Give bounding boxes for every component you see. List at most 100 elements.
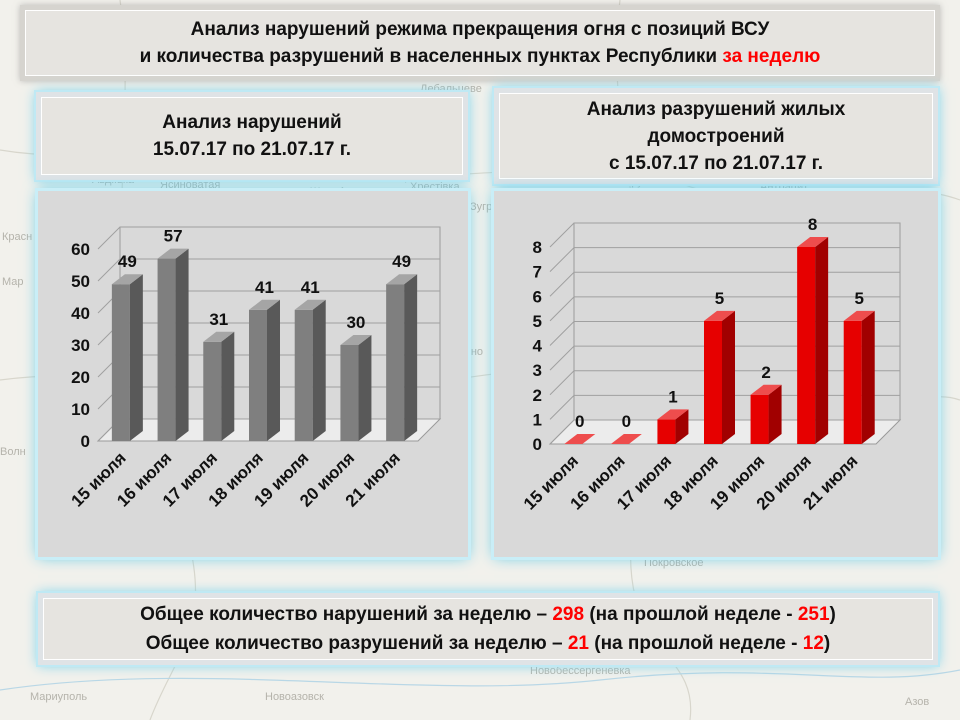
bar-side — [815, 237, 829, 444]
data-label: 30 — [346, 313, 365, 332]
gridline — [549, 370, 900, 396]
title-line-2: и количества разрушений в населенных пун… — [140, 43, 821, 70]
bar-top — [657, 409, 689, 420]
bar-top — [843, 310, 875, 321]
summary-destruction-text: Общее количество разрушений за неделю – — [145, 633, 568, 654]
bar — [797, 237, 829, 444]
data-label: 5 — [854, 289, 863, 308]
data-label: 31 — [209, 310, 228, 329]
bar-side — [129, 274, 143, 441]
bar-front — [157, 258, 176, 441]
y-tick-label: 5 — [533, 312, 542, 331]
bar-side — [861, 310, 875, 444]
bar-side — [722, 310, 735, 444]
bar-top — [750, 384, 782, 395]
bar — [657, 409, 689, 444]
summary-destruction-prev-text: (на прошлой неделе - — [588, 633, 803, 654]
y-tick-label: 7 — [533, 263, 542, 282]
bar — [157, 248, 189, 441]
data-label: 49 — [392, 252, 411, 271]
bar-side — [312, 299, 326, 441]
destruction-chart-panel: 0 1 2 3 4 5 6 7 8 0 15 июля 0 16 июля 1 17 июля 5 18 июл… — [494, 191, 938, 557]
map-label: Мар — [2, 276, 24, 288]
bar-top — [610, 434, 642, 444]
bar — [340, 335, 372, 441]
bar-front — [294, 309, 313, 441]
map-label: Азов — [905, 696, 929, 708]
bar-top — [340, 335, 372, 345]
map-label: Красн — [2, 231, 32, 243]
weekly-summary: Общее количество нарушений за неделю – 2… — [38, 593, 938, 665]
y-tick-label: 50 — [71, 272, 90, 291]
bar-front — [386, 284, 405, 441]
bar — [704, 310, 735, 444]
data-label: 2 — [761, 363, 770, 382]
bar-side — [675, 409, 689, 444]
gridline — [549, 394, 900, 420]
data-label: 5 — [715, 289, 724, 308]
bar-side — [358, 335, 372, 441]
map-label: Хрестівка — [410, 181, 460, 193]
bar-front — [843, 320, 862, 444]
bar — [750, 384, 782, 444]
bar — [249, 299, 280, 441]
data-label: 1 — [668, 387, 677, 406]
gridline — [549, 247, 900, 272]
summary-violations-close: ) — [829, 604, 836, 625]
bar-top — [249, 299, 280, 310]
page-title: Анализ нарушений режима прекращения огня… — [20, 5, 940, 81]
data-label: 0 — [622, 412, 631, 431]
bar-top — [386, 274, 418, 285]
gridline — [97, 258, 440, 282]
gridline — [549, 222, 900, 248]
map-label: Покровское — [644, 557, 703, 569]
bar — [610, 434, 642, 444]
y-tick-label: 0 — [533, 435, 542, 454]
bar — [386, 274, 418, 441]
bar-front — [249, 309, 267, 441]
bar-top — [111, 274, 143, 285]
bar-top — [797, 237, 829, 247]
data-label: 41 — [301, 278, 320, 297]
bar-top — [157, 248, 189, 259]
violations-chart-header: Анализ нарушений 15.07.17 по 21.07.17 г. — [36, 92, 468, 180]
map-label: Волн — [0, 446, 26, 458]
gridline — [549, 345, 900, 371]
bar-side — [768, 384, 782, 444]
bar-side — [267, 299, 280, 441]
bar-front — [750, 394, 769, 444]
bar-side — [221, 331, 235, 441]
map-label: Новоазовск — [265, 691, 324, 703]
map-label: Мариуполь — [30, 691, 87, 703]
y-tick-label: 6 — [533, 287, 542, 306]
y-tick-label: 1 — [533, 410, 542, 429]
bar-top — [564, 434, 596, 444]
map-label: Антрацит — [760, 181, 808, 193]
map-label: Новобессергеневка — [530, 665, 631, 677]
violations-header-line-1: Анализ нарушений — [162, 112, 342, 133]
summary-violations: Общее количество нарушений за неделю – 2… — [140, 600, 836, 629]
destruction-chart-header: Анализ разрушений жилых домостроений с 1… — [494, 88, 938, 184]
bar-front — [797, 247, 816, 444]
summary-destruction-close: ) — [823, 633, 831, 654]
summary-destruction: Общее количество разрушений за неделю – … — [146, 629, 830, 658]
bar-front — [111, 284, 130, 441]
y-tick-label: 60 — [71, 240, 90, 259]
title-highlight: за неделю — [722, 46, 821, 67]
y-tick-label: 20 — [71, 368, 90, 387]
destruction-header-line-3: с 15.07.17 по 21.07.17 г. — [609, 152, 823, 174]
title-line-2-main: и количества разрушений в населенных пун… — [139, 46, 723, 67]
data-label: 41 — [255, 278, 274, 297]
gridline — [549, 296, 900, 322]
summary-violations-prev-text: (на прошлой неделе - — [584, 604, 798, 625]
bar — [203, 331, 235, 441]
gridline — [97, 226, 440, 250]
bar-front — [340, 345, 359, 441]
bar — [564, 434, 596, 444]
map-label: Ясиноватая — [160, 179, 220, 191]
data-label: 0 — [575, 412, 584, 431]
violations-total: 298 — [552, 604, 585, 625]
summary-violations-text: Общее количество нарушений за неделю – — [140, 604, 553, 625]
